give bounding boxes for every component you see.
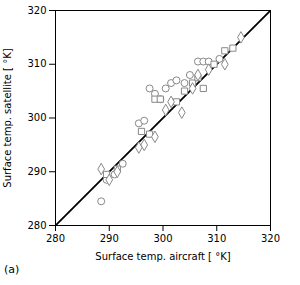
- svg-text:Surface temp. aircraft [ °K]: Surface temp. aircraft [ °K]: [95, 251, 230, 262]
- svg-text:300: 300: [27, 112, 46, 123]
- svg-text:300: 300: [153, 233, 172, 244]
- svg-text:290: 290: [27, 166, 46, 177]
- svg-text:280: 280: [27, 220, 46, 231]
- svg-text:320: 320: [27, 5, 46, 16]
- svg-text:290: 290: [100, 233, 119, 244]
- svg-text:Surface temp. satellite [ °K]: Surface temp. satellite [ °K]: [2, 48, 13, 187]
- svg-text:310: 310: [207, 233, 226, 244]
- svg-text:280: 280: [46, 233, 65, 244]
- html-text:(a): (a): [4, 263, 20, 276]
- svg-text:320: 320: [261, 233, 280, 244]
- svg-text:310: 310: [27, 58, 46, 69]
